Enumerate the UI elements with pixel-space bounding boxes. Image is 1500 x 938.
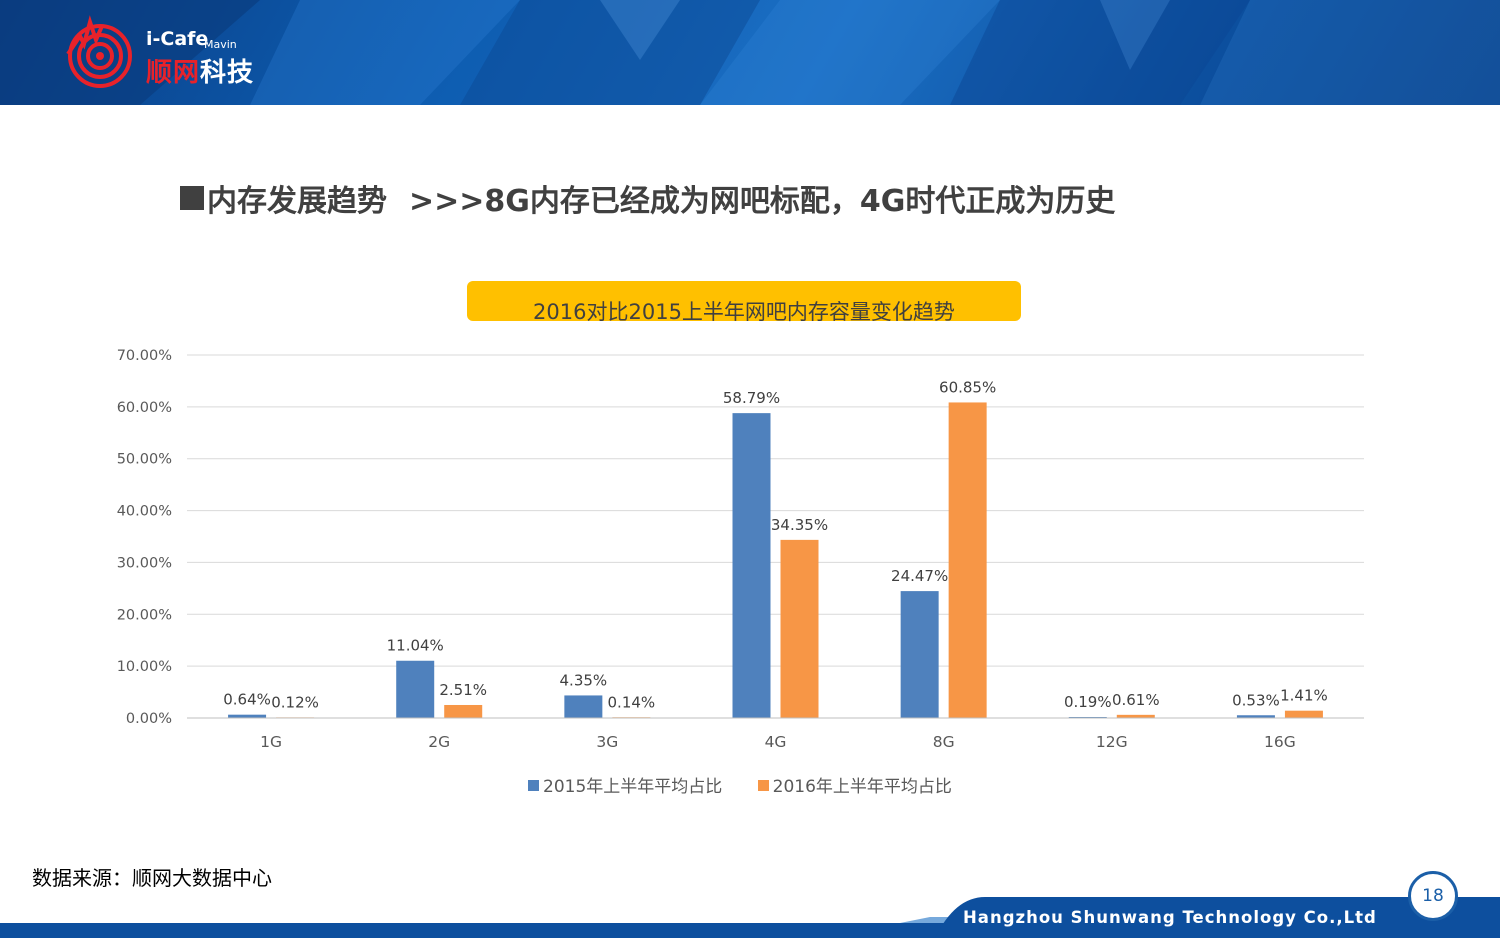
data-label: 0.14% xyxy=(608,693,656,711)
target-logo-icon xyxy=(66,15,132,88)
data-label: 0.12% xyxy=(271,693,319,711)
y-tick-label: 30.00% xyxy=(117,555,172,571)
x-tick-label: 8G xyxy=(933,733,955,751)
bar-2015-4G xyxy=(732,413,771,718)
header-facets xyxy=(0,0,1500,105)
chart-title: 2016对比2015上半年网吧内存容量变化趋势 xyxy=(533,300,955,324)
title-square-icon xyxy=(180,186,204,210)
header-banner: i-Cafe Mavin 顺网科技 xyxy=(0,0,1500,105)
y-tick-label: 70.00% xyxy=(117,348,172,364)
bar-2016-8G xyxy=(948,402,987,718)
data-label: 11.04% xyxy=(387,637,444,655)
legend-swatch-2016 xyxy=(757,780,769,791)
data-label: 58.79% xyxy=(723,389,780,407)
bar-2015-1G xyxy=(228,714,267,718)
legend-item-2016: 2016年上半年平均占比 xyxy=(757,772,952,797)
logo-text-cn: 顺网科技 xyxy=(146,52,254,89)
chart-legend: 2015年上半年平均占比 2016年上半年平均占比 xyxy=(528,772,982,797)
legend-swatch-2015 xyxy=(528,780,539,791)
footer-shape xyxy=(0,897,1500,938)
slide-title: 内存发展趋势 >>>8G内存已经成为网吧标配，4G时代正成为历史 xyxy=(180,176,1115,220)
slide-title-sub: >>>8G内存已经成为网吧标配，4G时代正成为历史 xyxy=(409,184,1116,219)
chart-y-axis: 0.00% 10.00% 20.00% 30.00% 40.00% 50.00% 60.00… xyxy=(117,348,172,727)
x-tick-label: 12G xyxy=(1096,733,1128,751)
data-label: 34.35% xyxy=(771,516,828,534)
company-logo[interactable]: i-Cafe Mavin 顺网科技 xyxy=(62,14,302,92)
bar-2016-12G xyxy=(1116,714,1155,718)
bar-2016-4G xyxy=(780,539,819,718)
data-label: 0.53% xyxy=(1232,691,1280,709)
data-label: 24.47% xyxy=(891,567,948,585)
chart-title-box xyxy=(467,281,1021,321)
bar-2015-3G xyxy=(564,695,603,718)
logo-text-cn-white: 科技 xyxy=(200,58,255,88)
y-tick-label: 50.00% xyxy=(117,452,172,468)
data-label: 0.64% xyxy=(223,691,271,709)
data-source-note: 数据来源：顺网大数据中心 xyxy=(32,866,272,890)
x-tick-label: 4G xyxy=(765,733,787,751)
footer-company-name: Hangzhou Shunwang Technology Co.,Ltd xyxy=(963,908,1377,927)
x-tick-label: 1G xyxy=(260,733,282,751)
data-label: 60.85% xyxy=(939,378,996,396)
chart-data-labels: 0.64% 0.12% 11.04% 2.51% 4.35%0.14% 58.79% 34.… xyxy=(223,378,1328,711)
data-label: 1.41% xyxy=(1280,687,1328,705)
bar-2016-2G xyxy=(444,704,483,718)
chart-gridlines xyxy=(187,354,1364,719)
logo-text-cn-red: 顺网 xyxy=(146,58,201,88)
y-tick-label: 40.00% xyxy=(117,504,172,520)
page-number: 18 xyxy=(1408,871,1458,921)
bar-2015-8G xyxy=(900,591,939,718)
y-tick-label: 20.00% xyxy=(117,607,172,623)
legend-label-2015: 2015年上半年平均占比 xyxy=(543,777,723,797)
chart-x-axis: 1G 2G 3G 4G 8G 12G 16G xyxy=(187,717,1364,751)
data-label: 0.19% xyxy=(1064,693,1112,711)
x-tick-label: 16G xyxy=(1264,733,1296,751)
x-tick-label: 3G xyxy=(596,733,618,751)
legend-item-2015: 2015年上半年平均占比 xyxy=(528,772,722,797)
logo-text-mavin: Mavin xyxy=(204,38,237,51)
footer-bar: Hangzhou Shunwang Technology Co.,Ltd xyxy=(0,895,1500,938)
bar-2015-2G xyxy=(396,660,435,718)
y-tick-label: 10.00% xyxy=(117,659,172,675)
chart-bars xyxy=(228,402,1323,718)
bar-2015-16G xyxy=(1236,715,1275,718)
bar-2016-16G xyxy=(1284,710,1323,718)
x-tick-label: 2G xyxy=(428,733,450,751)
y-tick-label: 0.00% xyxy=(126,711,172,727)
y-tick-label: 60.00% xyxy=(117,400,172,416)
slide-title-main: 内存发展趋势 xyxy=(207,184,387,219)
logo-text-en: i-Cafe xyxy=(146,28,209,50)
legend-label-2016: 2016年上半年平均占比 xyxy=(772,777,952,797)
data-label: 2.51% xyxy=(439,681,487,699)
data-label: 0.61% xyxy=(1112,691,1160,709)
data-label: 4.35% xyxy=(560,671,608,689)
